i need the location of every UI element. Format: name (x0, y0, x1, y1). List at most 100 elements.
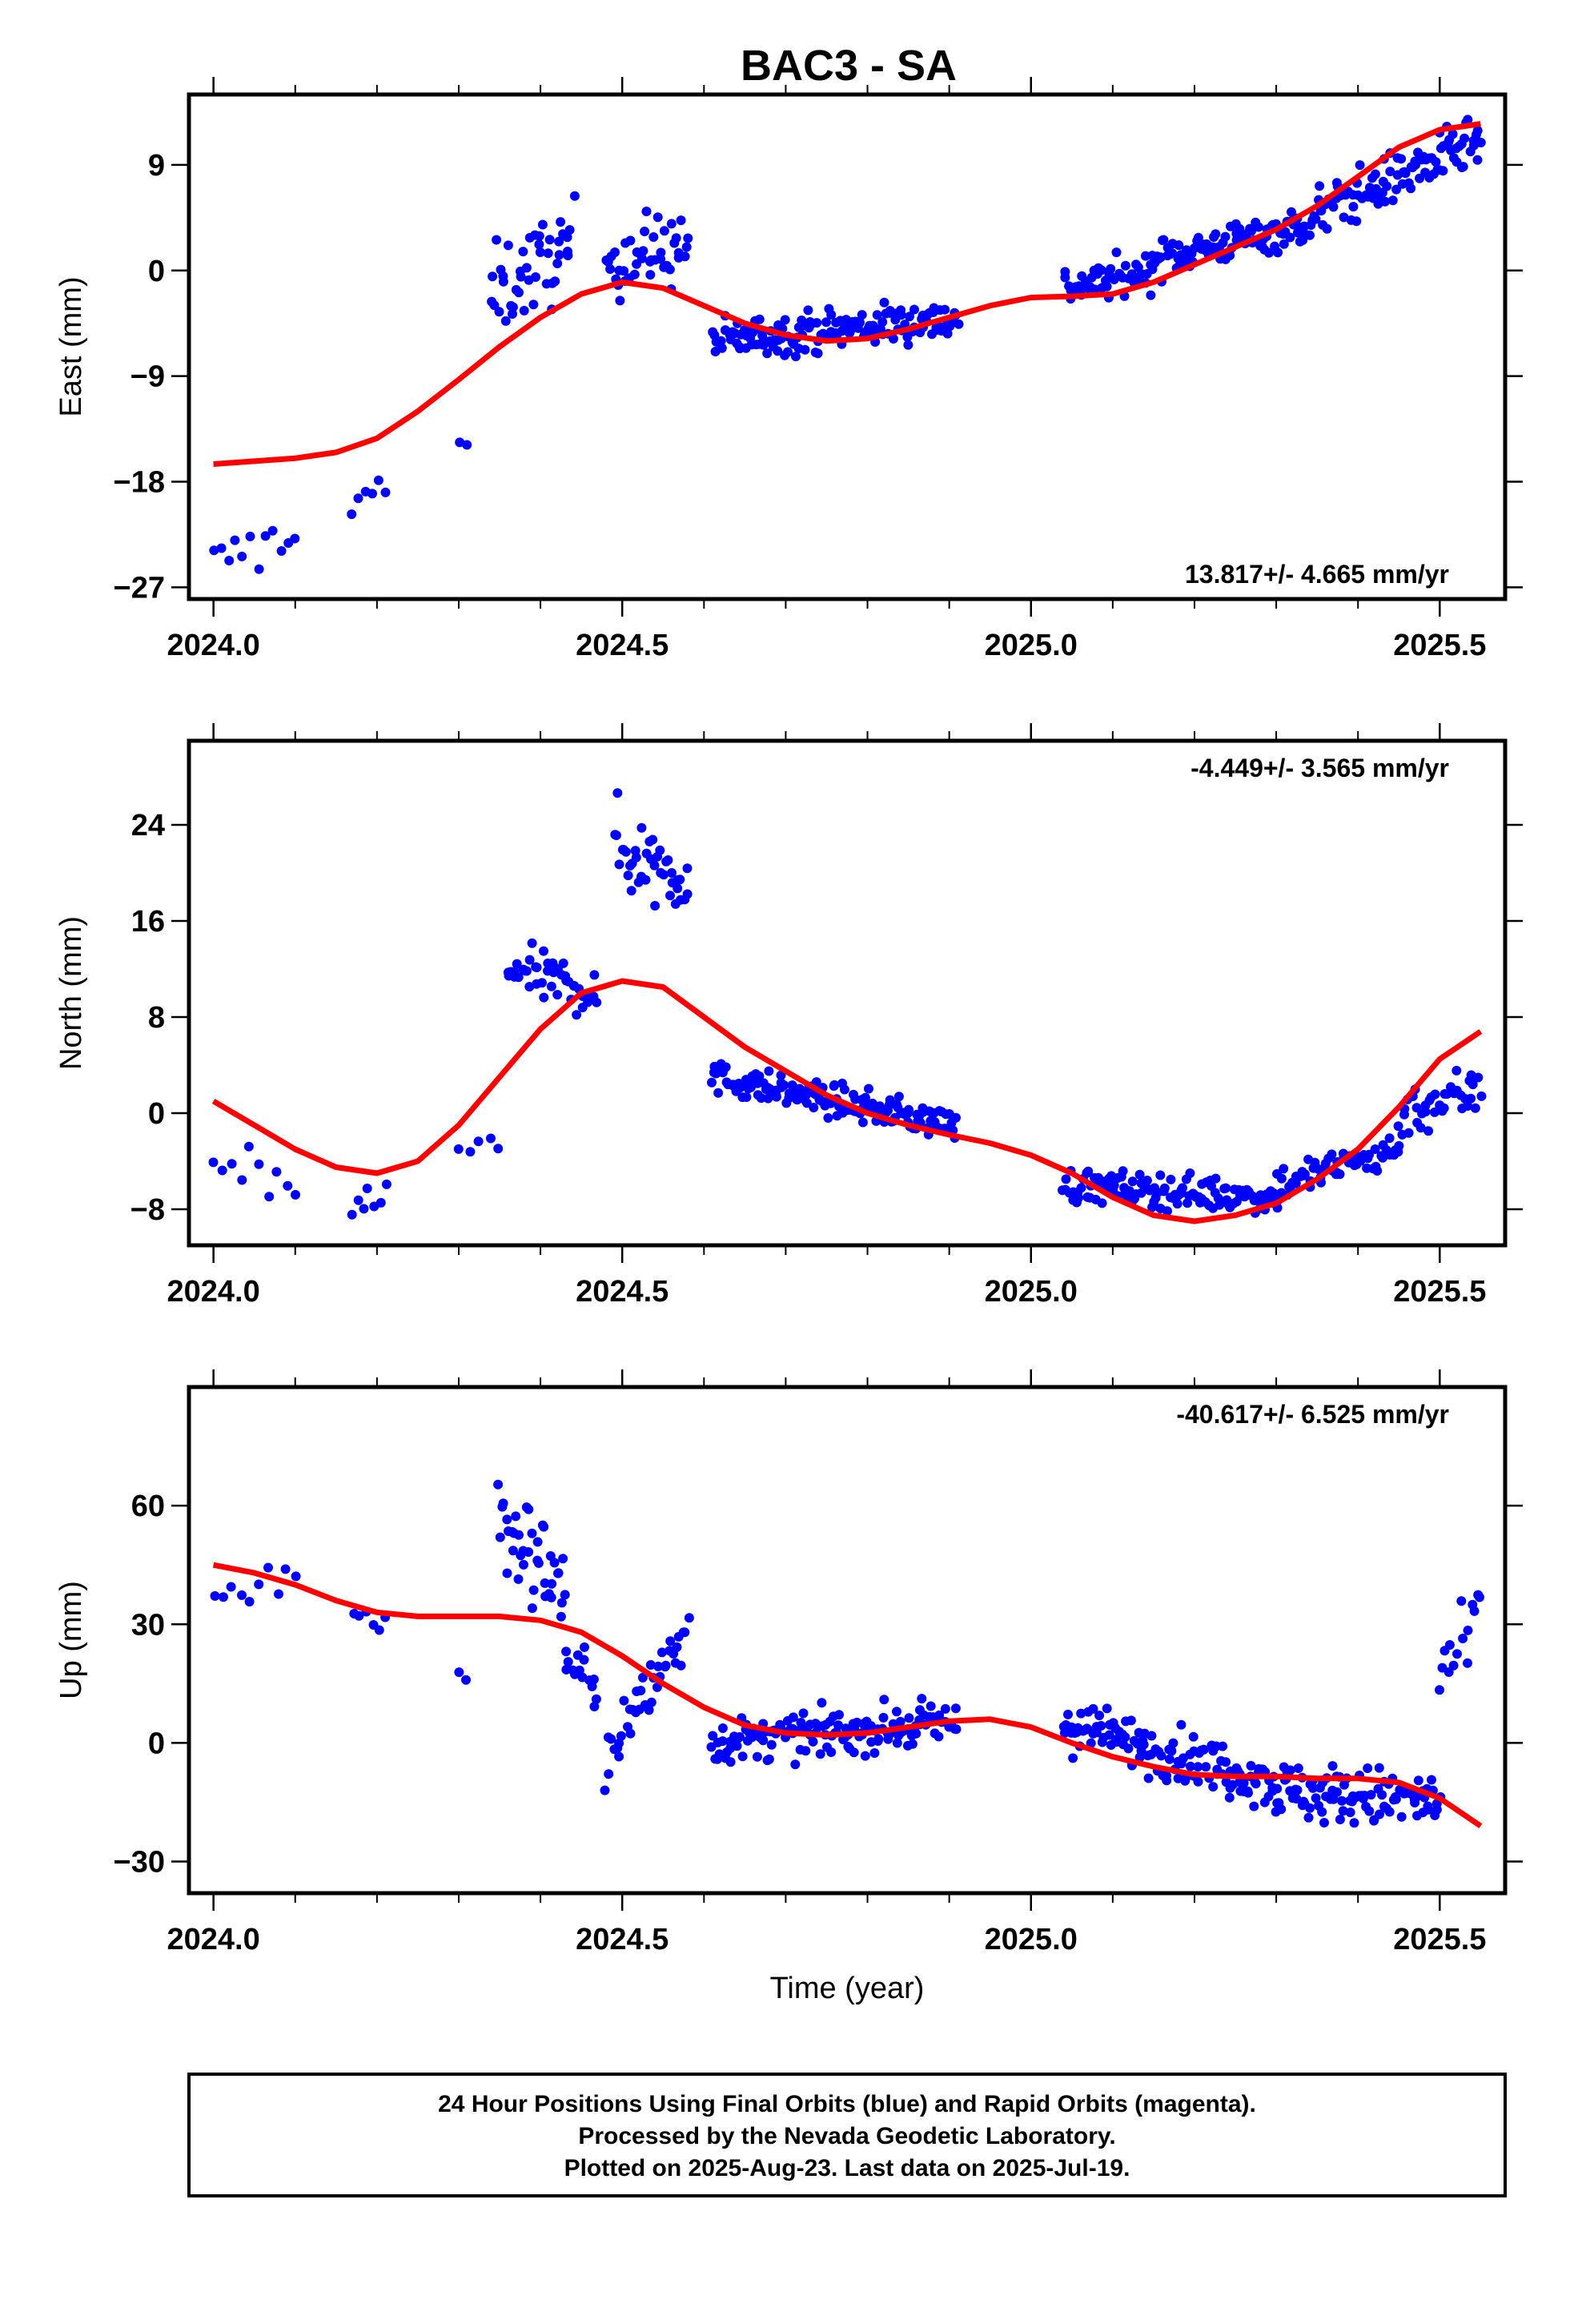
data-point (546, 981, 556, 991)
data-point (1430, 1089, 1440, 1100)
data-point (243, 1141, 254, 1152)
data-point (508, 1546, 518, 1556)
x-tick-label: 2025.5 (1393, 1275, 1486, 1309)
data-point (951, 1112, 961, 1123)
data-point (950, 1703, 961, 1714)
data-point (518, 247, 528, 257)
data-point (665, 264, 675, 275)
data-point (461, 1675, 471, 1685)
data-point (359, 1204, 369, 1214)
y-axis-label: Up (mm) (54, 1581, 88, 1699)
data-point (589, 970, 600, 980)
east-panel: 2024.0 2024.5 2025.0 2025.5 9 0 −9 −18 −27 East (… (54, 77, 1523, 662)
data-point (892, 1707, 901, 1717)
data-point (713, 1088, 724, 1098)
data-point (764, 1066, 774, 1076)
data-point (209, 545, 219, 556)
x-tick-label: 2025.5 (1393, 629, 1486, 662)
data-point (254, 1159, 264, 1169)
data-point (532, 1537, 543, 1547)
data-point (788, 1712, 798, 1723)
data-point (1061, 1174, 1071, 1184)
data-point (1120, 1732, 1130, 1743)
data-point (629, 269, 640, 279)
data-point (1384, 1807, 1395, 1817)
data-point (572, 1010, 582, 1020)
data-point (1074, 1192, 1083, 1203)
data-point (1447, 129, 1458, 139)
data-point (534, 231, 544, 241)
data-point (829, 1080, 840, 1090)
data-point (260, 531, 271, 541)
figure-title: BAC3 - SA (741, 42, 957, 90)
data-point (511, 1511, 521, 1522)
data-point (754, 1071, 765, 1081)
velocity-label: -40.617+/- 6.525 mm/yr (1176, 1400, 1449, 1429)
plot-frame (187, 92, 1508, 601)
data-point (663, 855, 673, 865)
data-point (569, 191, 580, 201)
data-point (646, 1697, 656, 1707)
data-point (872, 310, 882, 320)
data-point (1338, 1806, 1348, 1816)
data-point (779, 1080, 789, 1091)
data-point (544, 235, 555, 245)
data-point (1377, 1790, 1387, 1800)
y-tick-label: −8 (130, 1193, 165, 1227)
data-point (1182, 1198, 1193, 1208)
data-point (675, 875, 685, 885)
data-point (1096, 1721, 1106, 1731)
data-point (1186, 1761, 1195, 1771)
data-point (801, 1090, 811, 1100)
y-tick-label: 16 (131, 905, 165, 939)
data-point (811, 1077, 821, 1088)
data-point (227, 1159, 237, 1169)
y-tick-label: 0 (148, 1727, 165, 1760)
data-point (665, 1636, 676, 1647)
data-point (637, 1672, 648, 1683)
data-point (1406, 183, 1416, 194)
up-panel: 2024.0 2024.5 2025.0 2025.5 60 30 0 −30 Up (mm) -… (54, 1369, 1523, 1956)
data-point (224, 556, 235, 565)
x-tick-label: 2024.5 (576, 1923, 669, 1956)
data-point (826, 310, 837, 320)
data-point (1403, 1128, 1414, 1138)
data-point (1111, 247, 1122, 258)
data-point (1251, 1779, 1261, 1789)
data-point (1431, 1804, 1442, 1815)
data-point (465, 1147, 476, 1157)
data-point (1208, 1782, 1219, 1792)
data-point (1399, 1109, 1409, 1120)
x-tick-label: 2024.0 (167, 629, 260, 662)
data-point (1423, 1126, 1434, 1136)
data-point (860, 1092, 870, 1103)
data-point (834, 1710, 844, 1720)
data-point (1463, 1625, 1473, 1635)
data-point (237, 1175, 247, 1185)
data-point (764, 1754, 774, 1764)
data-point (1178, 1183, 1187, 1193)
data-point (855, 317, 865, 328)
data-point (1391, 184, 1402, 195)
data-point (254, 564, 264, 574)
data-point (1127, 1176, 1138, 1187)
data-point (1059, 1727, 1070, 1738)
data-point (672, 1642, 682, 1652)
data-point (640, 227, 650, 236)
data-point (208, 1157, 219, 1168)
data-point (1292, 1785, 1303, 1795)
data-point (493, 1479, 504, 1490)
data-point (934, 1731, 944, 1742)
data-point (636, 1686, 646, 1695)
data-point (666, 219, 677, 229)
data-point (615, 296, 625, 306)
data-point (1328, 202, 1339, 212)
data-point (1086, 1738, 1096, 1748)
plot-frame (187, 1385, 1508, 1896)
data-point (1076, 1183, 1086, 1193)
x-tick-label: 2025.0 (985, 629, 1078, 662)
data-point (909, 304, 919, 315)
data-point (951, 1724, 962, 1735)
data-point (519, 1559, 528, 1570)
data-point (245, 531, 255, 541)
